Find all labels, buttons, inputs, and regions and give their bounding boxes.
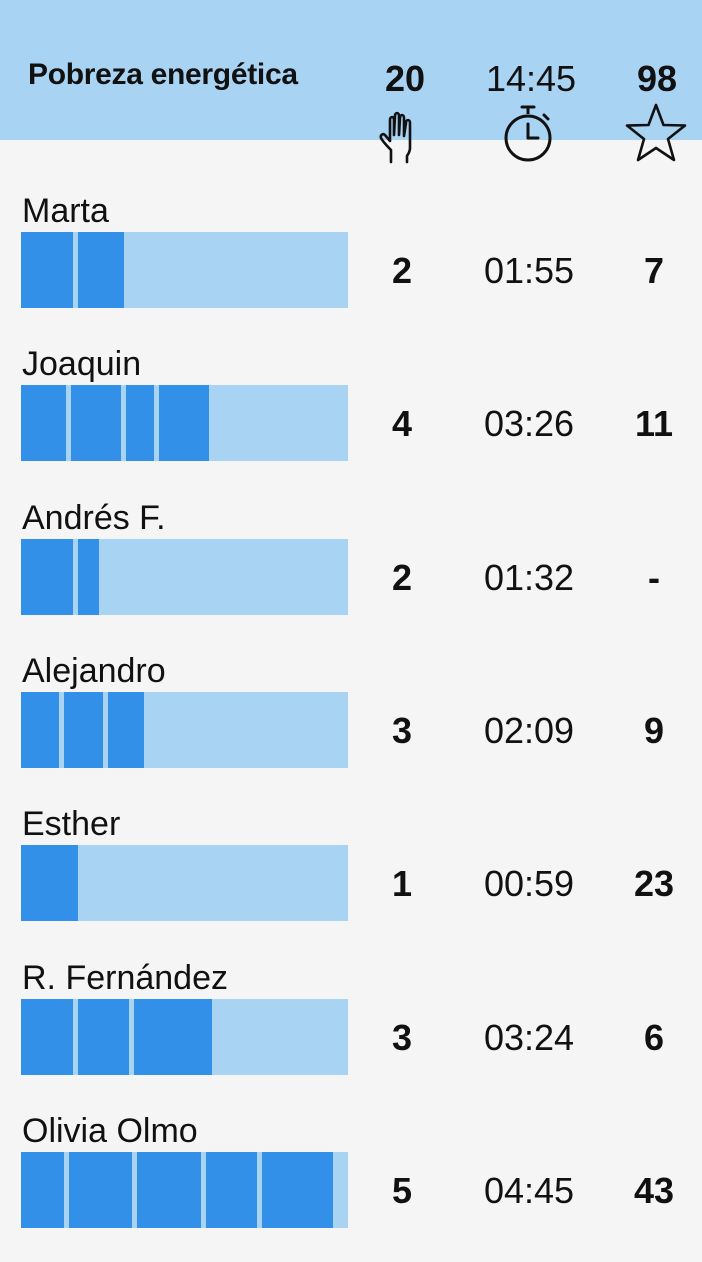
score-value: - — [648, 556, 660, 598]
stopwatch-icon — [504, 105, 552, 162]
score-value: 23 — [633, 863, 675, 905]
speaker-name: Alejandro — [22, 651, 166, 690]
speaker-row: R. Fernández 3 03:24 6 — [0, 959, 702, 1109]
time-bar-segment — [63, 691, 104, 768]
time-bar — [21, 1151, 348, 1228]
score-value: 11 — [634, 403, 674, 445]
total-interventions: 20 — [384, 58, 426, 99]
speaker-name: Olivia Olmo — [22, 1111, 198, 1150]
intervention-count: 2 — [391, 250, 413, 291]
speaker-row: Andrés F. 2 01:32 - — [0, 499, 702, 649]
time-bar — [21, 385, 348, 462]
time-bar-segment — [21, 232, 74, 308]
star-icon — [625, 103, 687, 162]
time-bar-segment — [78, 232, 124, 308]
speaker-name: R. Fernández — [22, 958, 228, 997]
score-value: 43 — [633, 1169, 675, 1211]
time-bar-segment — [261, 1151, 333, 1228]
time-bar — [21, 538, 348, 615]
speaking-time: 03:26 — [483, 403, 575, 445]
speaker-name: Marta — [22, 192, 109, 230]
speaking-time: 02:09 — [483, 709, 575, 751]
speaker-name: Andrés F. — [22, 498, 166, 537]
speaker-row: Marta 2 01:55 7 — [0, 192, 702, 342]
score-value: 9 — [643, 709, 665, 751]
speaking-time: 01:55 — [483, 250, 575, 291]
time-bar-segment — [21, 691, 59, 768]
speaker-row: Alejandro 3 02:09 9 — [0, 652, 702, 802]
page-title: Pobreza energética — [28, 58, 298, 91]
speaker-row: Joaquin 4 03:26 11 — [0, 345, 702, 495]
score-value: 7 — [643, 250, 665, 291]
time-bar-segment — [21, 1151, 64, 1228]
speaking-time: 00:59 — [483, 863, 575, 905]
time-bar-segment — [158, 385, 209, 462]
speaking-time: 03:24 — [483, 1016, 575, 1058]
time-bar-segment — [108, 691, 144, 768]
speaking-time: 01:32 — [483, 556, 575, 598]
speaking-time: 04:45 — [483, 1169, 575, 1211]
time-bar-segment — [133, 998, 213, 1075]
time-bar-segment — [21, 385, 66, 462]
time-bar — [21, 232, 348, 308]
intervention-count: 3 — [391, 1016, 413, 1058]
time-bar — [21, 845, 348, 922]
time-bar-segment — [206, 1151, 257, 1228]
speaker-row: Esther 1 00:59 23 — [0, 805, 702, 955]
speaker-name: Joaquin — [22, 345, 142, 384]
total-score: 98 — [636, 58, 678, 99]
score-value: 6 — [643, 1016, 665, 1058]
time-bar — [21, 998, 348, 1075]
time-bar-segment — [21, 538, 74, 615]
time-bar — [21, 691, 348, 768]
intervention-count: 4 — [391, 403, 413, 445]
time-bar-segment — [78, 998, 129, 1075]
header-bar: Pobreza energética 20 14:45 98 — [0, 0, 702, 164]
intervention-count: 3 — [391, 709, 413, 751]
intervention-count: 1 — [391, 863, 413, 905]
time-bar-segment — [21, 998, 74, 1075]
time-bar-segment — [137, 1151, 202, 1228]
total-time: 14:45 — [485, 58, 577, 99]
speaker-row: Olivia Olmo 5 04:45 43 — [0, 1112, 702, 1262]
time-bar-segment — [70, 385, 122, 462]
raised-hand-icon — [379, 111, 412, 164]
intervention-count: 5 — [391, 1169, 413, 1211]
time-bar-segment — [21, 845, 79, 922]
time-bar-segment — [78, 538, 100, 615]
time-bar-segment — [68, 1151, 133, 1228]
speaker-name: Esther — [22, 805, 121, 844]
time-bar-segment — [126, 385, 154, 462]
intervention-count: 2 — [391, 556, 413, 598]
